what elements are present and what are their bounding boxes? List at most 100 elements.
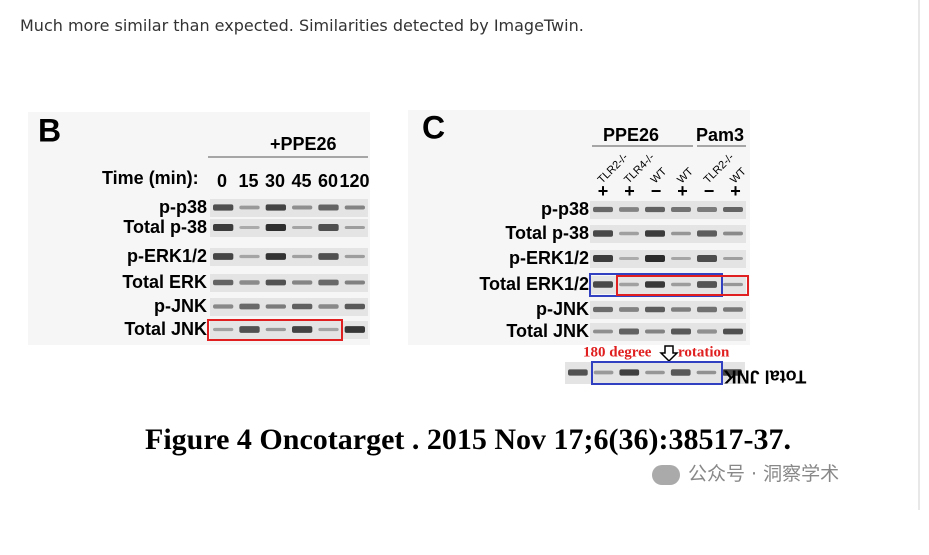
row-label: Total ERK [122,272,207,292]
arrow [659,345,679,363]
blot-strip [210,298,368,316]
blot-band [213,224,234,231]
blot-strip [210,248,368,266]
blot-band [593,370,614,375]
blot-band [213,304,234,309]
rotated-label: Total JNK [724,366,807,386]
blot-band [568,369,588,376]
blot-band [697,206,717,213]
blot-band [239,205,260,210]
blot-band [593,255,613,262]
blot-strip [590,301,746,319]
lane-sign: + [598,181,609,201]
blot-band [671,328,691,335]
blot-strip [210,274,368,292]
blot-band [344,303,365,310]
blot-band [292,205,313,210]
blot-band [723,256,743,261]
blot-band [265,204,286,211]
blot-strip [210,199,368,217]
blot-strip [590,250,746,268]
blot-band [213,204,234,211]
blot-band [645,230,665,237]
blot-band [318,224,339,231]
rotation-word: rotation [678,344,730,360]
wechat-icon [652,464,680,485]
blot-band [593,306,613,313]
blot-band [213,279,234,286]
blot-band [645,255,665,262]
blot-band [619,307,639,312]
blot-band [239,225,260,230]
panel-letter: C [422,109,445,145]
blot-band [292,280,313,285]
blot-band [344,326,365,333]
row-label: p-ERK1/2 [127,246,207,266]
blot-band [344,205,365,210]
treatment: +PPE26 [270,134,337,154]
highlight-box [207,319,343,341]
blot-band [697,281,717,288]
lane-sign: − [651,181,662,201]
page: Much more similar than expected. Similar… [20,0,920,510]
blot-band [671,256,691,261]
blot-band [239,303,260,310]
panel-letter: B [38,112,61,148]
blot-strip [590,276,746,294]
blot-band [239,280,260,285]
blot-band [292,225,313,230]
blot-band [344,254,365,259]
blot-band [213,253,234,260]
highlight-box [616,275,749,296]
blot-band [645,281,665,288]
lane-sign: + [677,181,688,201]
row-label: p-JNK [154,296,207,316]
time-point: 15 [238,171,258,191]
blot-band [723,206,743,213]
row-label: Total p-38 [123,217,207,237]
blot-band [619,282,639,287]
blot-band [723,328,743,335]
blot-band [671,231,691,236]
blot-band [671,282,691,287]
blot-band [213,327,234,332]
blot-band [697,329,717,334]
blot-band [723,307,743,312]
row-label: p-p38 [541,199,589,219]
blot-band [344,225,365,230]
time-label: Time (min): [102,168,199,188]
blot-strip [590,201,746,219]
blot-band [318,204,339,211]
figure-caption: Figure 4 Oncotarget . 2015 Nov 17;6(36):… [145,423,791,456]
time-point: 120 [339,171,369,191]
blot-band [265,279,286,286]
blot-band [318,279,339,286]
blot-band [619,256,639,261]
blot-band [239,326,260,333]
lane-sign: − [704,181,715,201]
group-label: Pam3 [696,125,744,145]
blot-band [318,253,339,260]
row-label: Total ERK1/2 [479,274,589,294]
row-label: Total p-38 [505,223,589,243]
blot-band [723,282,743,287]
blot-band [318,304,339,309]
blot-band [697,255,717,262]
blot-band [645,329,665,334]
row-label: p-p38 [159,197,207,217]
blot-band [265,327,286,332]
time-point: 30 [265,171,285,191]
blot-band [619,328,639,335]
blot-band [239,254,260,259]
row-label: Total JNK [506,321,589,341]
caption: Much more similar than expected. Similar… [20,16,584,35]
blot-band [696,370,717,375]
blot-strip [565,362,745,384]
blot-band [671,307,691,312]
blot-band [265,304,286,309]
blot-band [671,207,691,212]
blot-band [292,326,313,333]
blot-band [265,253,286,260]
blot-band [645,306,665,313]
